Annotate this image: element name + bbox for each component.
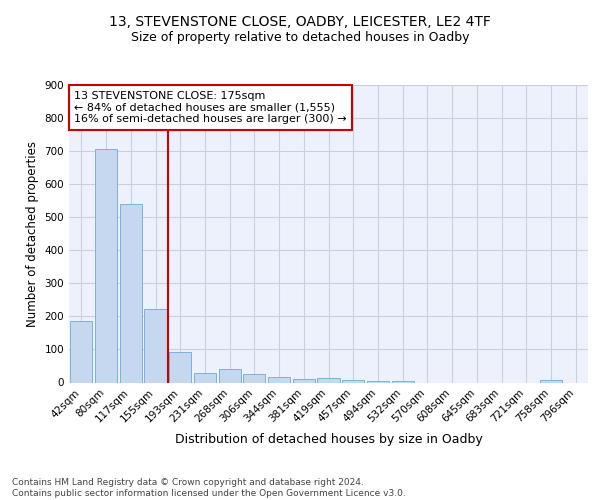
Bar: [119, 204, 142, 382]
Bar: [169, 352, 191, 382]
Bar: [293, 378, 315, 382]
Text: 13, STEVENSTONE CLOSE, OADBY, LEICESTER, LE2 4TF: 13, STEVENSTONE CLOSE, OADBY, LEICESTER,…: [109, 16, 491, 30]
Text: Size of property relative to detached houses in Oadby: Size of property relative to detached ho…: [131, 31, 469, 44]
Bar: [218, 370, 241, 382]
Bar: [95, 149, 117, 382]
Bar: [392, 381, 414, 382]
X-axis label: Distribution of detached houses by size in Oadby: Distribution of detached houses by size …: [175, 432, 482, 446]
Bar: [367, 380, 389, 382]
Bar: [268, 376, 290, 382]
Bar: [194, 373, 216, 382]
Bar: [317, 378, 340, 382]
Bar: [540, 380, 562, 382]
Bar: [243, 374, 265, 382]
Bar: [70, 322, 92, 382]
Y-axis label: Number of detached properties: Number of detached properties: [26, 141, 39, 327]
Bar: [145, 309, 167, 382]
Text: 13 STEVENSTONE CLOSE: 175sqm
← 84% of detached houses are smaller (1,555)
16% of: 13 STEVENSTONE CLOSE: 175sqm ← 84% of de…: [74, 91, 347, 124]
Bar: [342, 380, 364, 382]
Text: Contains HM Land Registry data © Crown copyright and database right 2024.
Contai: Contains HM Land Registry data © Crown c…: [12, 478, 406, 498]
